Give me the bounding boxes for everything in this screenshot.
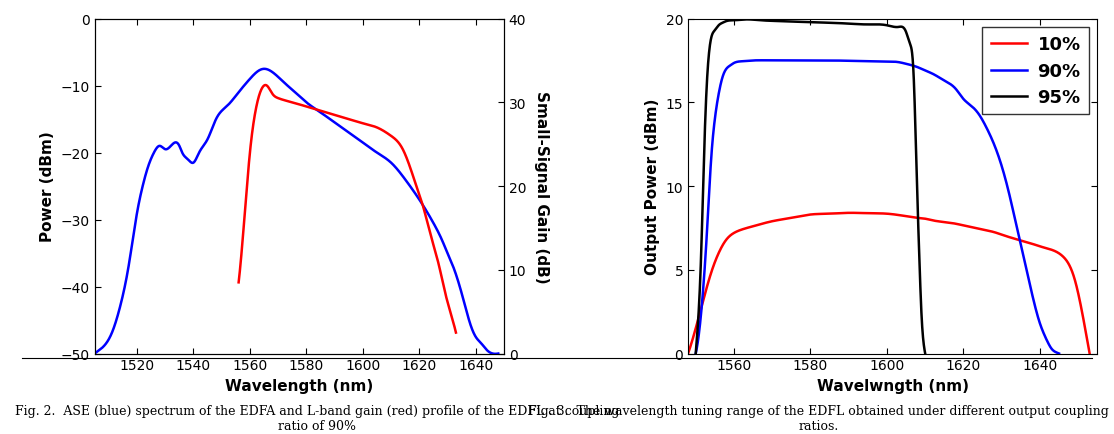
10%	[1072, 291, 1085, 296]
10%	[867, 211, 880, 217]
Line: 95%: 95%	[696, 20, 926, 354]
10%	[1083, 351, 1096, 356]
90%	[857, 59, 870, 65]
Text: Fig. 2.  ASE (blue) spectrum of the EDFA and L-band gain (red) profile of the ED: Fig. 2. ASE (blue) spectrum of the EDFA …	[16, 404, 619, 432]
90%	[754, 59, 768, 64]
10%	[998, 233, 1012, 239]
Y-axis label: Output Power (dBm): Output Power (dBm)	[645, 99, 659, 275]
95%	[912, 232, 926, 237]
Y-axis label: Power (dBm): Power (dBm)	[40, 132, 55, 242]
10%	[844, 211, 858, 216]
10%	[702, 279, 715, 284]
90%	[690, 351, 703, 356]
90%	[1042, 341, 1055, 346]
10%	[877, 211, 890, 217]
95%	[912, 236, 926, 241]
95%	[870, 23, 883, 28]
95%	[794, 20, 808, 26]
Legend: 10%, 90%, 95%: 10%, 90%, 95%	[983, 28, 1089, 115]
Y-axis label: Small-Signal Gain (dB): Small-Signal Gain (dB)	[534, 91, 548, 283]
90%	[975, 117, 988, 122]
X-axis label: Wavelwngth (nm): Wavelwngth (nm)	[817, 378, 969, 393]
90%	[1042, 342, 1055, 347]
X-axis label: Wavelength (nm): Wavelength (nm)	[225, 378, 373, 393]
Text: Fig. 3.  The wavelength tuning range of the EDFL obtained under different output: Fig. 3. The wavelength tuning range of t…	[528, 404, 1110, 432]
95%	[690, 351, 703, 356]
Line: 90%: 90%	[696, 61, 1059, 354]
90%	[1053, 351, 1066, 356]
10%	[1072, 290, 1085, 295]
95%	[701, 72, 714, 77]
90%	[866, 59, 879, 65]
95%	[801, 20, 814, 26]
95%	[741, 18, 754, 23]
90%	[707, 122, 721, 127]
Line: 10%: 10%	[688, 214, 1089, 354]
10%	[682, 351, 695, 356]
95%	[919, 351, 932, 356]
